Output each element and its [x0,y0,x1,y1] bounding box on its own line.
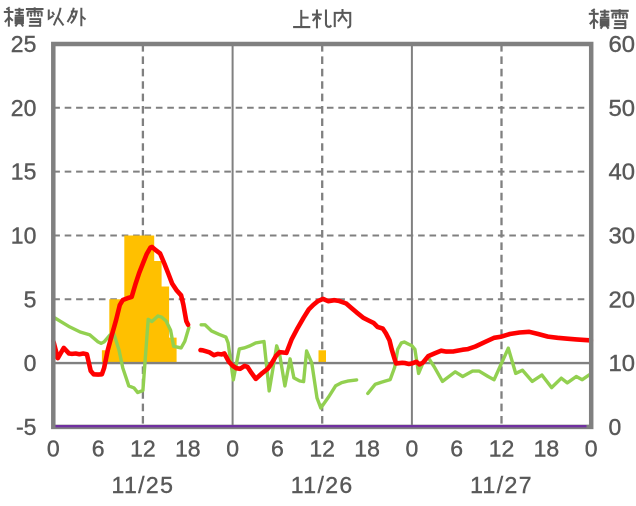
svg-text:0: 0 [226,436,239,462]
svg-text:12: 12 [309,436,335,462]
svg-text:6: 6 [450,436,463,462]
svg-text:5: 5 [24,286,37,312]
svg-text:18: 18 [354,436,380,462]
svg-text:50: 50 [609,95,636,121]
svg-text:11/27: 11/27 [470,472,533,498]
svg-text:20: 20 [609,286,636,312]
svg-text:11/25: 11/25 [111,472,174,498]
svg-text:12: 12 [489,436,515,462]
svg-text:0: 0 [406,436,419,462]
svg-text:15: 15 [11,159,37,185]
svg-text:0: 0 [609,414,622,440]
svg-text:12: 12 [130,436,156,462]
svg-text:40: 40 [609,159,636,185]
svg-text:30: 30 [609,223,636,249]
svg-text:25: 25 [11,31,37,57]
svg-text:6: 6 [271,436,284,462]
svg-text:11/26: 11/26 [291,472,354,498]
svg-text:0: 0 [24,350,37,376]
svg-text:-5: -5 [16,414,36,440]
svg-text:20: 20 [11,95,37,121]
svg-text:18: 18 [534,436,560,462]
svg-text:10: 10 [11,223,37,249]
svg-text:0: 0 [47,436,60,462]
svg-text:0: 0 [585,436,598,462]
svg-text:6: 6 [92,436,105,462]
svg-text:10: 10 [609,350,636,376]
svg-text:60: 60 [609,31,636,57]
svg-text:18: 18 [175,436,201,462]
